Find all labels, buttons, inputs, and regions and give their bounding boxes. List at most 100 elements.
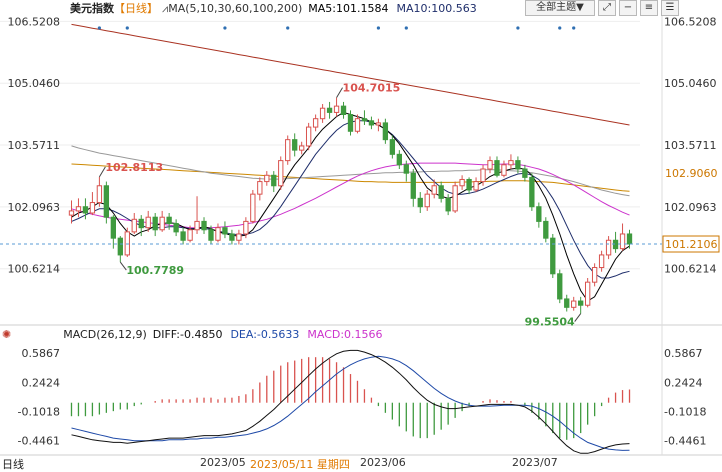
candle-body (543, 220, 549, 239)
candle-body (536, 206, 542, 222)
footer-bar: 日线 2023/05 2023/05/11 星期四 2023/06 2023/07 (0, 456, 558, 472)
candle-body (382, 122, 389, 141)
macd-header: ✺ MACD(26,12,9) DIFF:-0.4850 DEA:-0.5633 MAC… (0, 328, 383, 342)
topic-select[interactable]: 全部主题▼ (525, 0, 595, 16)
period-selector[interactable]: 日线 (2, 458, 24, 471)
candle-body (438, 185, 444, 199)
candle-body (292, 139, 298, 151)
ma60-line (71, 145, 630, 197)
candle-body (229, 233, 235, 241)
event-marker-dot (572, 26, 576, 30)
candle-body (410, 172, 416, 199)
candle-body (131, 218, 137, 233)
main-y-tick-label: 100.6214 (664, 263, 717, 276)
candle-body (312, 118, 319, 128)
y-axis: 106.5208 106.5208 105.0460 105.0460 103.5711… (8, 15, 717, 447)
candle-body (305, 126, 312, 147)
candle-body (459, 178, 465, 187)
list-icon[interactable]: ≡ (640, 0, 658, 16)
candle-body (501, 164, 507, 176)
candle-body (271, 174, 277, 187)
candle-body (619, 233, 626, 250)
candle-body (571, 300, 577, 308)
candle-body (215, 227, 221, 241)
low-annotation: 99.5504 (525, 316, 575, 329)
candle-body (257, 181, 263, 195)
candle-body (431, 185, 437, 195)
candle-body (187, 229, 193, 241)
macd-y-tick-label-left: -0.1018 (18, 405, 60, 418)
candle-body (445, 197, 451, 212)
price-annotations: 102.9060 101.2106 104.7015 102.8113 100.7789… (0, 82, 720, 329)
main-y-tick-label-left: 102.0963 (8, 201, 61, 214)
main-y-tick-label: 103.5711 (664, 139, 717, 152)
last-price-label: 101.2106 (665, 238, 718, 251)
macd-params-label[interactable]: MACD(26,12,9) (63, 328, 147, 341)
candle-body (117, 237, 123, 256)
main-y-tick-label: 102.0963 (664, 201, 717, 214)
candle-body (201, 220, 207, 231)
candle-body (166, 216, 172, 224)
event-marker-dot (558, 26, 562, 30)
low-annotation: 100.7789 (126, 264, 184, 277)
event-marker-dot (376, 26, 381, 30)
candle-body (159, 216, 165, 231)
event-marker-dot (125, 26, 129, 30)
candle-body (626, 233, 633, 245)
candlestick-series (68, 97, 633, 314)
candle-body (250, 193, 256, 222)
ma-params-label[interactable]: MA(5,10,30,60,100,200) (168, 2, 303, 15)
chart-header: 美元指数【日线】 ⩘MA(5,10,30,60,100,200) MA5:101.1… (0, 0, 477, 16)
candle-body (522, 168, 528, 178)
macd-panel (70, 349, 631, 454)
high-annotation: 104.7015 (343, 82, 401, 95)
ma-settings-icon[interactable]: ⩘ (162, 2, 169, 15)
minimize-icon[interactable]: − (619, 0, 637, 16)
ma-value-label: 102.9060 (665, 167, 718, 180)
candle-body (515, 160, 521, 170)
instrument-title: 美元指数 (70, 2, 114, 15)
dea-line (71, 355, 630, 451)
macd-value: MACD:0.1566 (307, 328, 383, 341)
candle-body (368, 120, 375, 126)
candle-body (375, 122, 382, 126)
candle-body (208, 229, 214, 241)
x-label-june: 2023/06 (360, 456, 406, 469)
macd-collapse-icon[interactable]: ✺ (2, 328, 12, 341)
fullscreen-icon[interactable]: ⤢ (598, 0, 616, 16)
macd-y-tick-label: -0.1018 (664, 405, 706, 418)
x-label-may: 2023/05 (200, 456, 246, 469)
event-marker-dot (97, 26, 101, 30)
candle-body (550, 237, 556, 275)
macd-diff-value: DIFF:-0.4850 (152, 328, 223, 341)
candle-body (333, 105, 340, 113)
diff-line (71, 349, 630, 454)
candle-body (124, 231, 130, 256)
candle-body (299, 145, 305, 151)
candle-body (452, 185, 458, 212)
main-y-tick-label-left: 100.6214 (8, 263, 61, 276)
candle-body (591, 267, 598, 283)
event-marker-dot (516, 26, 520, 30)
main-y-tick-label-left: 105.0460 (8, 77, 61, 90)
candle-body (103, 185, 110, 218)
event-marker-dot (286, 26, 290, 30)
macd-y-tick-label-left: 0.5867 (22, 347, 61, 360)
candle-body (285, 139, 291, 162)
main-y-tick-label: 106.5208 (664, 15, 717, 28)
candle-body (605, 239, 612, 256)
event-marker-dot (404, 26, 408, 30)
candle-body (466, 178, 472, 191)
candle-body (96, 185, 103, 204)
last-price-box (662, 235, 720, 253)
candle-body (508, 160, 514, 166)
ma5-value: MA5:101.1584 (308, 2, 389, 15)
candle-body (152, 216, 158, 231)
menu-icon[interactable]: ☰ (661, 0, 679, 16)
event-markers (97, 26, 576, 30)
candle-body (173, 222, 179, 233)
main-y-tick-label: 105.0460 (664, 77, 717, 90)
period-tag[interactable]: 【日线】 (114, 2, 158, 15)
annotation-leader (574, 313, 582, 322)
main-y-tick-label-left: 103.5711 (8, 139, 61, 152)
